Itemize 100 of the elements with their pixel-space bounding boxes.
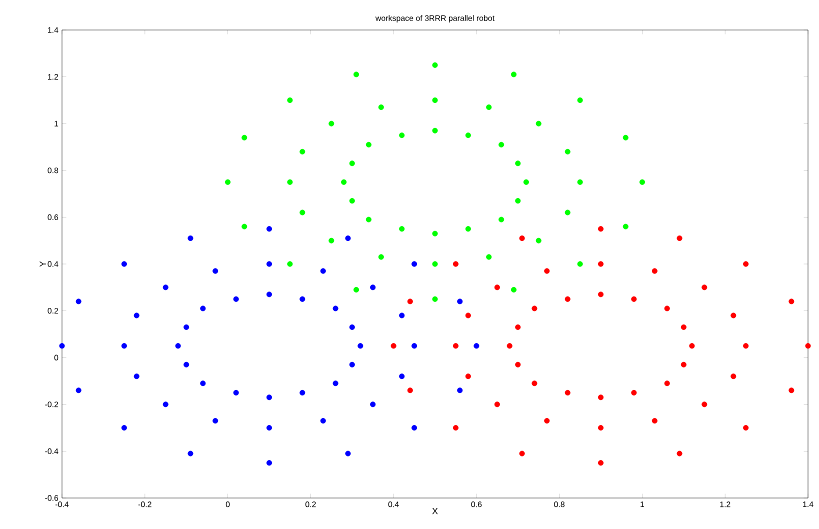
point [536, 238, 542, 244]
point [332, 380, 338, 386]
point [564, 210, 570, 216]
point [266, 261, 272, 267]
point [358, 343, 364, 349]
point [452, 261, 459, 267]
point [515, 324, 521, 330]
point [411, 425, 418, 431]
point [266, 425, 272, 431]
point [287, 261, 293, 267]
point [652, 268, 658, 274]
point [689, 343, 695, 349]
point [349, 324, 355, 330]
point [134, 374, 140, 380]
point [676, 235, 682, 242]
point [519, 235, 525, 242]
point [536, 120, 542, 126]
point [300, 296, 306, 302]
point [320, 418, 326, 424]
point [76, 298, 82, 304]
point [676, 450, 682, 456]
point [432, 230, 438, 236]
point [680, 362, 686, 368]
point [457, 388, 463, 394]
point [233, 296, 239, 302]
point [564, 296, 570, 302]
point [121, 261, 127, 267]
point [432, 62, 438, 68]
point [345, 450, 351, 456]
point [515, 362, 521, 368]
point [300, 390, 306, 396]
point [457, 298, 463, 304]
point [332, 306, 338, 312]
point [328, 238, 334, 244]
point [494, 284, 500, 290]
point [598, 261, 604, 267]
x-axis-title: X [432, 508, 438, 514]
point [370, 284, 376, 290]
point [432, 128, 438, 134]
point [805, 343, 811, 349]
point [788, 388, 794, 394]
point [175, 343, 181, 349]
point [188, 235, 194, 242]
point [287, 179, 293, 185]
point [465, 374, 471, 380]
point [349, 198, 355, 204]
point [399, 132, 405, 138]
point [378, 254, 384, 260]
point [486, 104, 492, 110]
point [320, 268, 326, 274]
point [598, 292, 604, 298]
point [432, 97, 438, 103]
point [399, 312, 405, 318]
point [411, 261, 418, 267]
point [184, 324, 190, 330]
point [639, 179, 646, 185]
point [121, 343, 127, 349]
point [212, 268, 218, 274]
point [743, 425, 749, 431]
point [498, 142, 504, 148]
point [76, 388, 82, 394]
point [266, 226, 272, 232]
point [366, 142, 372, 148]
point [266, 460, 272, 466]
point [452, 343, 459, 349]
point [366, 216, 372, 222]
point [134, 312, 140, 318]
point [730, 312, 736, 318]
y-axis-title: Y [40, 261, 46, 267]
point [577, 97, 583, 103]
point [598, 394, 604, 400]
point [652, 418, 658, 424]
point [452, 425, 459, 431]
point [680, 324, 686, 330]
point [486, 254, 492, 260]
point [498, 216, 504, 222]
point [474, 343, 480, 349]
point [345, 235, 351, 242]
point [328, 120, 334, 126]
point [577, 179, 583, 185]
point [353, 72, 360, 78]
point [370, 402, 376, 408]
point [341, 179, 347, 185]
point [515, 198, 521, 204]
point [788, 298, 794, 304]
point [353, 286, 360, 293]
point [564, 148, 570, 154]
point [162, 284, 168, 290]
point [743, 343, 749, 349]
point [184, 362, 190, 368]
point [564, 390, 570, 396]
point [200, 306, 206, 312]
point [300, 210, 306, 216]
point [59, 343, 65, 349]
point [407, 388, 413, 394]
point [494, 402, 500, 408]
point [399, 374, 405, 380]
point [432, 261, 438, 267]
point [432, 296, 438, 302]
point [515, 160, 521, 166]
